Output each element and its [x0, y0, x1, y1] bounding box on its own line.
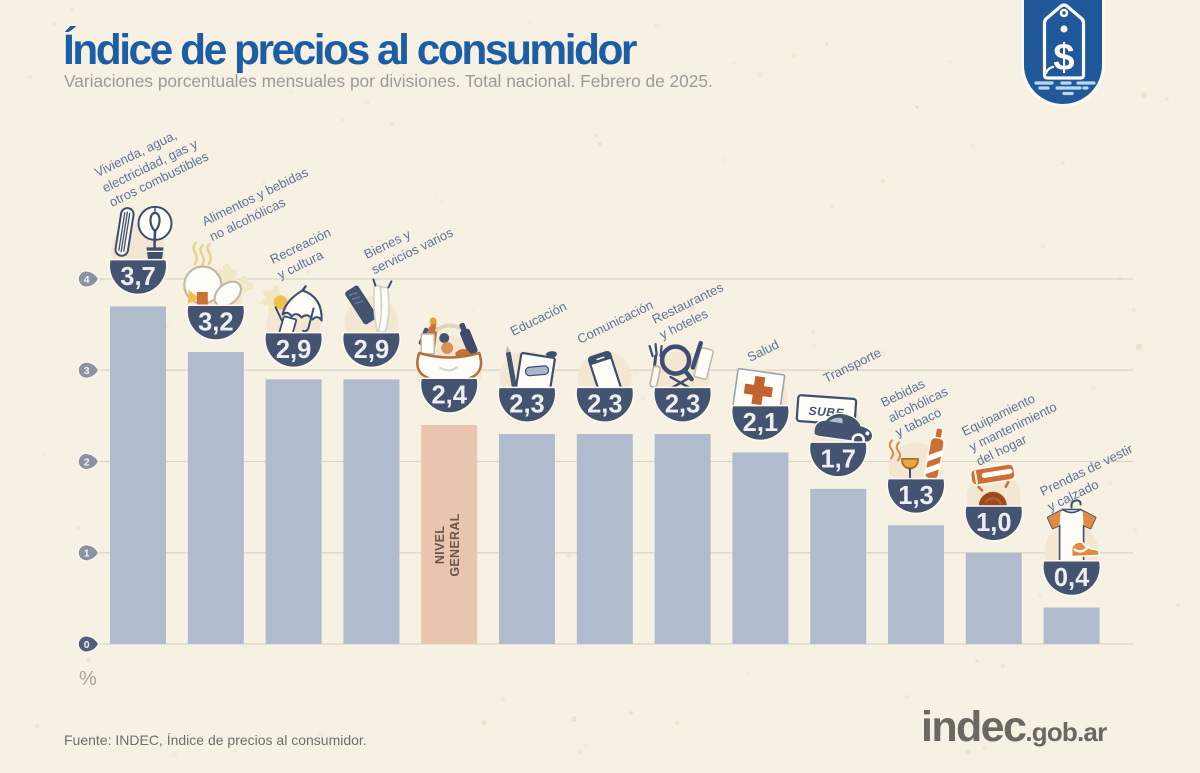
- svg-text:0,4: 0,4: [1054, 564, 1090, 592]
- svg-text:2,9: 2,9: [354, 336, 389, 364]
- svg-text:2,9: 2,9: [276, 336, 311, 364]
- svg-text:1,7: 1,7: [820, 445, 855, 473]
- svg-text:0: 0: [84, 639, 90, 651]
- svg-text:2: 2: [84, 456, 90, 468]
- svg-text:3: 3: [84, 365, 90, 377]
- svg-text:3,7: 3,7: [120, 263, 155, 291]
- svg-text:2,3: 2,3: [587, 391, 622, 419]
- svg-text:2,3: 2,3: [509, 391, 544, 419]
- svg-text:1,3: 1,3: [898, 482, 933, 510]
- svg-text:1: 1: [84, 548, 90, 560]
- svg-text:2,1: 2,1: [743, 409, 778, 437]
- svg-text:4: 4: [84, 274, 90, 286]
- svg-text:3,2: 3,2: [198, 309, 233, 337]
- svg-text:1,0: 1,0: [976, 509, 1011, 537]
- svg-text:$: $: [1053, 37, 1074, 79]
- svg-text:2,4: 2,4: [431, 382, 467, 410]
- svg-text:2,3: 2,3: [665, 391, 700, 419]
